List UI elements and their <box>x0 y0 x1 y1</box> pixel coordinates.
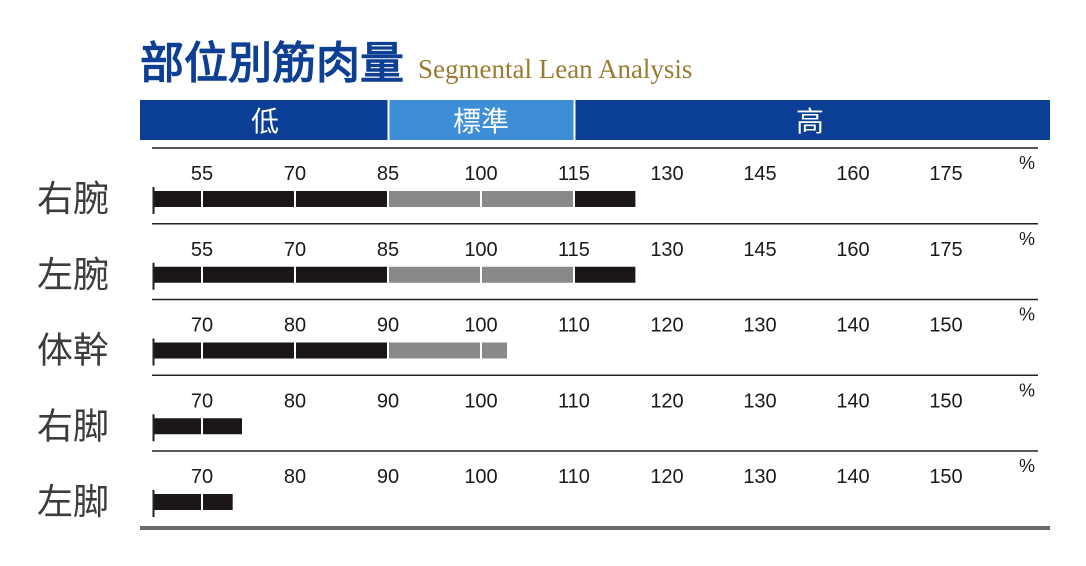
unit-label: % <box>1019 229 1035 249</box>
unit-label: % <box>1019 456 1035 476</box>
tick-label: 130 <box>650 239 683 261</box>
bottom-rule <box>140 526 1050 530</box>
band-standard-label: 標準 <box>453 105 509 138</box>
bar-segment <box>575 266 636 283</box>
segment-label: 体幹 <box>37 331 109 372</box>
tick-label: 120 <box>650 315 683 337</box>
bar-segment <box>296 266 387 283</box>
tick-label: 140 <box>836 315 869 337</box>
band-standard-block <box>389 100 574 140</box>
chart-subtitle: Segmental Lean Analysis <box>418 54 692 84</box>
bar-segment <box>203 191 294 207</box>
unit-label: % <box>1019 153 1035 173</box>
unit-label: % <box>1019 305 1035 325</box>
tick-label: 90 <box>377 466 399 488</box>
bar-segment <box>203 266 294 283</box>
tick-label: 100 <box>464 163 497 185</box>
tick-label: 100 <box>464 315 497 337</box>
tick-label: 120 <box>650 390 683 412</box>
tick-label: 70 <box>191 466 213 488</box>
tick-label: 55 <box>191 239 213 261</box>
tick-label: 90 <box>377 390 399 412</box>
segment-row: 70 80 90 100 110 120 130 140 150 % 左脚 <box>37 450 1038 523</box>
tick-label: 130 <box>743 315 776 337</box>
bar-segment <box>154 418 201 435</box>
tick-label: 70 <box>191 315 213 337</box>
bar-segment <box>575 191 636 207</box>
bar-segment <box>296 342 387 359</box>
band-low-label: 低 <box>251 105 279 138</box>
tick-label: 150 <box>929 466 962 488</box>
tick-label: 110 <box>558 390 590 412</box>
bar-segment <box>296 191 387 207</box>
band-high-label: 高 <box>796 105 824 138</box>
segment-label: 右腕 <box>37 179 109 220</box>
segment-label: 左腕 <box>37 255 109 296</box>
band-header-background <box>140 100 1050 140</box>
bar-segment <box>154 494 201 510</box>
bar-segment <box>154 191 201 207</box>
bar-segment <box>389 342 480 359</box>
bar-segment <box>203 418 242 435</box>
tick-label: 90 <box>377 315 399 337</box>
bar-segment <box>482 342 508 359</box>
tick-label: 175 <box>929 239 962 261</box>
tick-label: 145 <box>743 163 776 185</box>
tick-label: 150 <box>929 315 962 337</box>
tick-label: 130 <box>743 390 776 412</box>
tick-label: 85 <box>377 239 399 261</box>
tick-label: 55 <box>191 163 213 185</box>
tick-label: 140 <box>836 466 869 488</box>
tick-label: 100 <box>464 239 497 261</box>
tick-label: 70 <box>284 239 306 261</box>
chart-title: 部位別筋肉量 <box>140 38 404 89</box>
segment-row: 55 70 85 100 115 130 145 160 175 % 左腕 <box>37 222 1038 296</box>
tick-label: 120 <box>650 466 683 488</box>
segment-label: 右脚 <box>37 406 109 447</box>
tick-label: 145 <box>743 239 776 261</box>
tick-label: 140 <box>836 390 869 412</box>
segment-row: 70 80 90 100 110 120 130 140 150 % 右脚 <box>37 374 1038 447</box>
bar-segment <box>389 191 480 207</box>
segment-label: 左脚 <box>37 482 109 523</box>
tick-label: 110 <box>558 315 590 337</box>
tick-label: 160 <box>836 163 869 185</box>
tick-label: 160 <box>836 239 869 261</box>
tick-label: 85 <box>377 163 399 185</box>
bar-segment <box>154 266 201 283</box>
band-header: 低 標準 高 <box>140 100 1050 140</box>
tick-label: 115 <box>558 163 590 185</box>
unit-label: % <box>1019 380 1035 400</box>
tick-label: 100 <box>464 466 497 488</box>
bar-segment <box>154 342 201 359</box>
tick-label: 175 <box>929 163 962 185</box>
bar-segment <box>389 266 480 283</box>
bar-segment <box>482 191 573 207</box>
tick-label: 70 <box>191 390 213 412</box>
segment-row: 70 80 90 100 110 120 130 140 150 % 体幹 <box>37 298 1038 372</box>
tick-label: 150 <box>929 390 962 412</box>
bar-segment <box>482 266 573 283</box>
tick-label: 70 <box>284 163 306 185</box>
tick-label: 130 <box>650 163 683 185</box>
tick-label: 100 <box>464 390 497 412</box>
tick-label: 80 <box>284 315 306 337</box>
segment-row: 55 70 85 100 115 130 145 160 175 % 右腕 <box>37 147 1038 220</box>
tick-label: 80 <box>284 390 306 412</box>
segment-rows: 55 70 85 100 115 130 145 160 175 % 右腕 55 70 85 100 115 1… <box>37 147 1038 523</box>
bar-segment <box>203 494 233 510</box>
tick-label: 130 <box>743 466 776 488</box>
tick-label: 80 <box>284 466 306 488</box>
bar-segment <box>203 342 294 359</box>
tick-label: 110 <box>558 466 590 488</box>
tick-label: 115 <box>558 239 590 261</box>
